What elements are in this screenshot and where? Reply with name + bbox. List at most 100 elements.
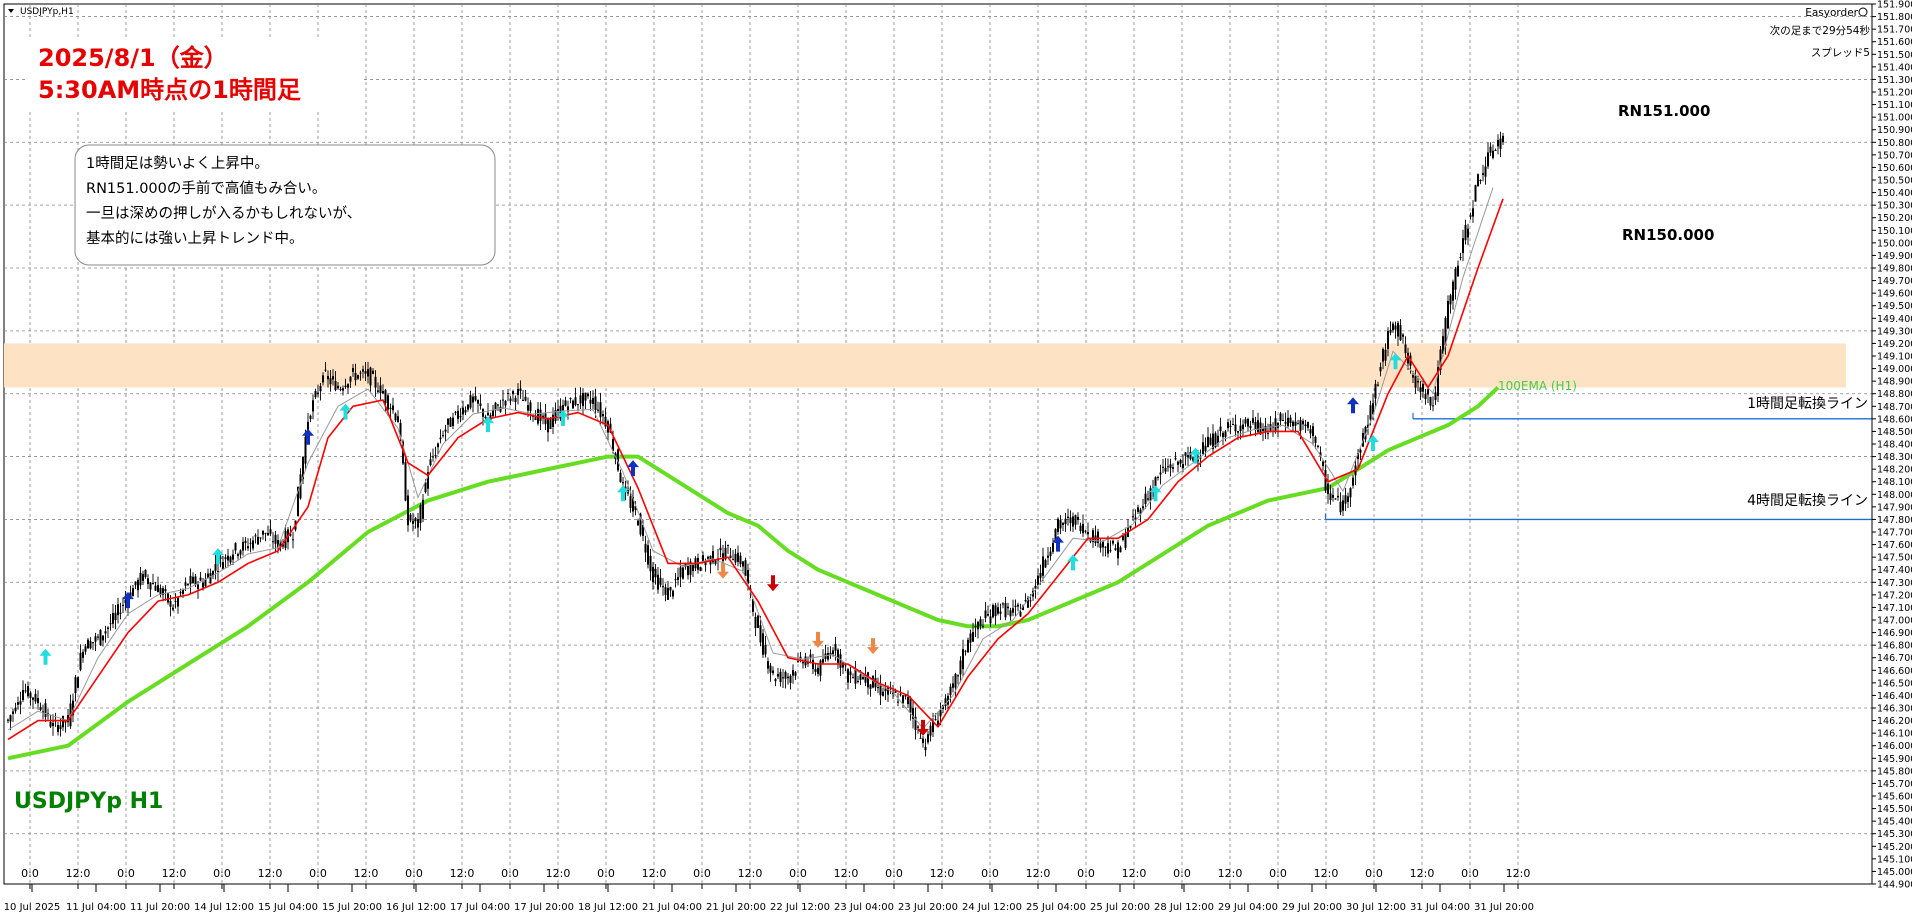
price-tick-label: 146.500	[1877, 678, 1912, 689]
candle-body	[1472, 208, 1474, 217]
candle-body	[1297, 423, 1299, 425]
candle-body	[292, 539, 294, 541]
candle-body	[269, 529, 272, 534]
candle-body	[944, 698, 947, 706]
price-tick-label: 150.600	[1877, 163, 1912, 174]
candle-body	[289, 534, 292, 536]
candle-body	[169, 600, 172, 607]
candle-body	[719, 547, 722, 551]
candle-body	[902, 695, 904, 704]
candle-body	[32, 697, 34, 700]
candle-body	[364, 371, 367, 374]
next-bar-timer: 次の足まで29分54秒	[1770, 24, 1871, 37]
candle-body	[792, 669, 794, 676]
candle-body	[484, 416, 487, 418]
candle-body	[1187, 455, 1189, 458]
price-tick-label: 150.400	[1877, 188, 1912, 199]
candle-body	[574, 397, 577, 405]
candle-body	[404, 462, 407, 501]
candle-body	[339, 389, 342, 391]
candle-body	[249, 542, 252, 544]
price-tick-label: 148.400	[1877, 440, 1912, 451]
candle-body	[414, 518, 417, 522]
candle-body	[444, 429, 447, 432]
candle-body	[209, 573, 212, 584]
chart-symbol-watermark: USDJPYp H1	[14, 789, 163, 814]
price-tick-label: 147.900	[1877, 502, 1912, 513]
candle-body	[1389, 329, 1392, 333]
candle-body	[1492, 150, 1494, 158]
candle-body	[602, 414, 604, 417]
candle-body	[1119, 547, 1122, 553]
candle-body	[552, 414, 554, 427]
symbol-dropdown-icon[interactable]	[8, 9, 14, 13]
price-tick-label: 145.600	[1877, 792, 1912, 803]
candle-body	[629, 496, 632, 508]
candle-body	[727, 544, 729, 546]
candle-body	[49, 722, 52, 727]
candle-body	[1004, 603, 1007, 618]
candle-body	[1019, 612, 1022, 617]
candle-body	[877, 687, 879, 689]
time-tick-label: 12:0	[930, 867, 955, 880]
candle-body	[924, 746, 927, 751]
candle-body	[1449, 295, 1452, 305]
candle-body	[1312, 426, 1314, 436]
candle-body	[637, 520, 639, 526]
candle-body	[7, 719, 9, 721]
candle-body	[312, 400, 314, 412]
candle-body	[1084, 530, 1087, 532]
candle-body	[334, 380, 337, 391]
candle-body	[1059, 520, 1062, 529]
time-tick-label: 0:0	[885, 867, 903, 880]
candle-body	[929, 725, 932, 736]
candle-body	[39, 707, 42, 711]
time-tick-label: 12:0	[162, 867, 187, 880]
candle-body	[832, 650, 834, 655]
candle-body	[589, 399, 592, 404]
candle-body	[1319, 452, 1322, 457]
candle-body	[827, 653, 829, 660]
candle-body	[747, 569, 749, 584]
candle-body	[442, 435, 444, 437]
price-tick-label: 147.200	[1877, 590, 1912, 601]
candle-body	[799, 656, 802, 659]
candle-body	[112, 612, 114, 624]
candle-body	[1349, 488, 1352, 498]
candle-body	[1039, 572, 1042, 578]
candle-body	[849, 671, 852, 676]
candle-body	[1274, 418, 1277, 431]
candle-body	[974, 626, 977, 628]
candle-body	[729, 555, 732, 558]
price-tick-label: 150.100	[1877, 226, 1912, 237]
candle-body	[102, 635, 104, 641]
candle-body	[579, 395, 582, 404]
time-tick-label: 12:0	[66, 867, 91, 880]
candle-body	[1139, 509, 1142, 515]
candle-body	[1174, 458, 1177, 460]
price-tick-label: 146.600	[1877, 666, 1912, 677]
candle-body	[1394, 325, 1397, 330]
candle-body	[1329, 493, 1332, 500]
candle-body	[689, 561, 692, 575]
price-tick-label: 150.300	[1877, 201, 1912, 212]
candle-body	[1474, 185, 1477, 202]
price-tick-label: 151.100	[1877, 100, 1912, 111]
time-tick-label: 0:0	[117, 867, 135, 880]
candle-body	[37, 698, 39, 704]
price-tick-label: 148.700	[1877, 402, 1912, 413]
candle-body	[324, 369, 327, 371]
candle-body	[1149, 488, 1152, 501]
candle-body	[377, 390, 379, 392]
candle-body	[1182, 464, 1184, 468]
price-tick-label: 151.000	[1877, 113, 1912, 124]
candle-body	[329, 378, 332, 385]
candle-body	[1249, 426, 1252, 429]
candle-body	[764, 644, 767, 655]
candle-body	[682, 567, 684, 579]
candle-body	[1154, 477, 1157, 488]
price-tick-label: 151.700	[1877, 25, 1912, 36]
candle-body	[724, 547, 727, 560]
candle-body	[659, 577, 662, 585]
